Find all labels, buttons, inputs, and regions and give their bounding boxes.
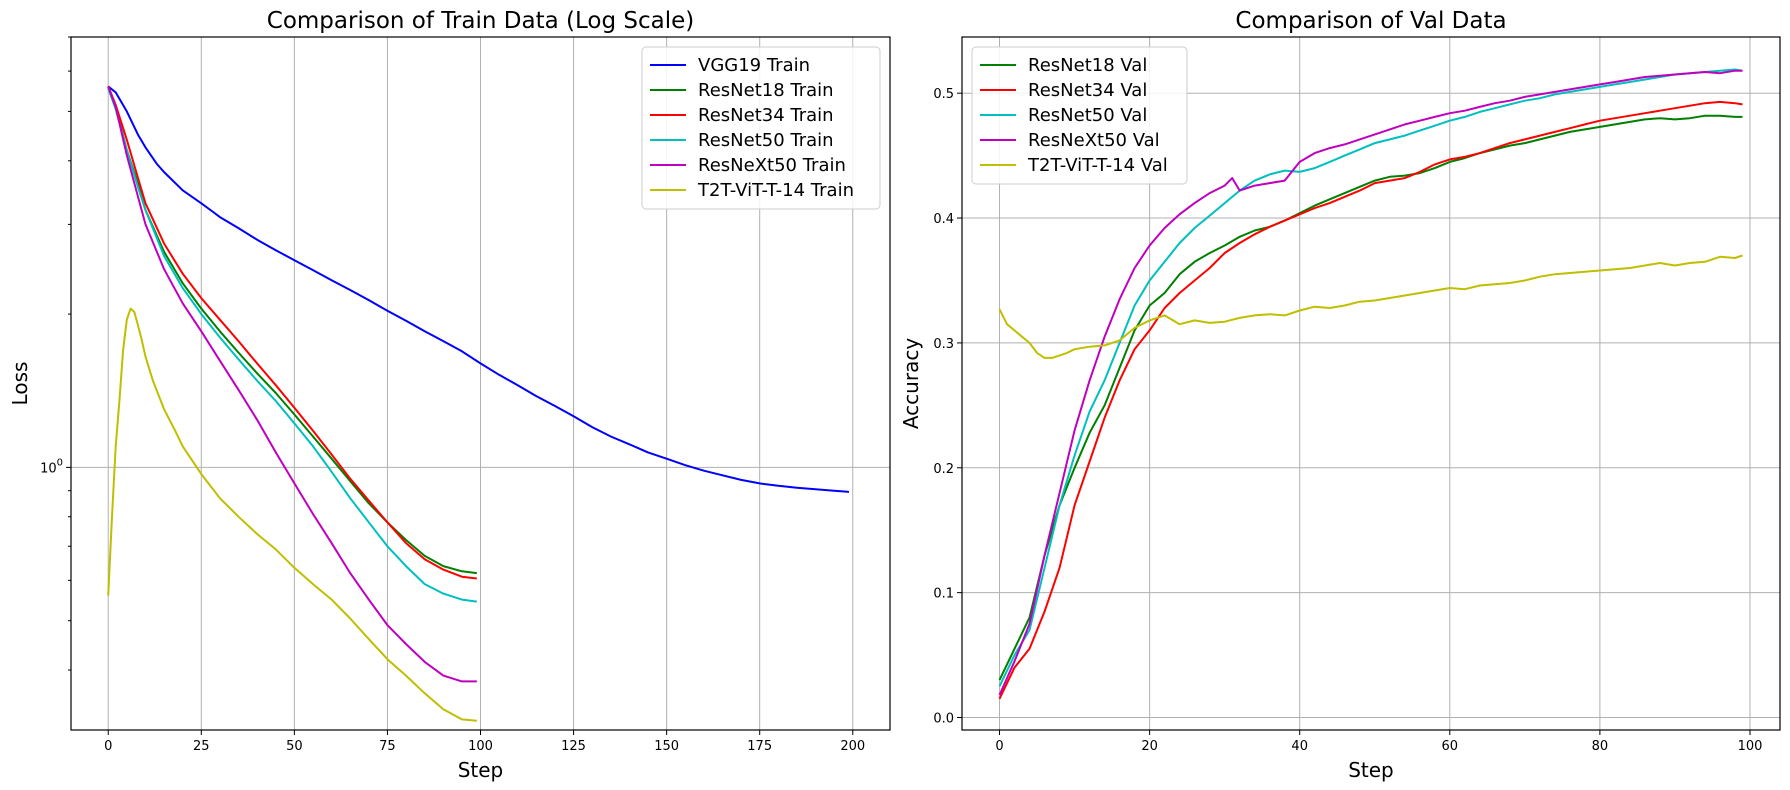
- legend-label: ResNet18 Train: [698, 80, 834, 101]
- x-tick-label: 40: [1291, 739, 1308, 754]
- series-lines: [107, 85, 850, 722]
- x-tick-label: 75: [379, 739, 396, 754]
- legend-label: ResNeXt50 Val: [1028, 130, 1160, 151]
- series-line-resnext50-train: [107, 86, 477, 683]
- ticks: 0 25 50 75 100 125 150 175 200 100: [40, 36, 865, 754]
- legend: ResNet18 Val ResNet34 Val ResNet50 Val ResN…: [971, 46, 1188, 185]
- legend-label: VGG19 Train: [698, 55, 810, 76]
- y-tick-label: 0.2: [933, 462, 954, 477]
- chart-title: Comparison of Train Data (Log Scale): [267, 8, 694, 34]
- y-axis-title: Loss: [8, 362, 32, 406]
- x-tick-label: 60: [1442, 739, 1459, 754]
- x-tick-label: 20: [1141, 739, 1158, 754]
- x-tick-label: 100: [1738, 739, 1763, 754]
- series-line-resnet34-train: [107, 86, 477, 580]
- series-line-resnet18-val: [998, 114, 1743, 681]
- x-tick-label: 80: [1592, 739, 1609, 754]
- y-axis-title: Accuracy: [899, 338, 923, 429]
- train-loss-panel: Comparison of Train Data (Log Scale) 0 25…: [8, 8, 891, 782]
- legend: VGG19 Train ResNet18 Train ResNet34 Train R…: [641, 46, 881, 210]
- val-accuracy-panel: Comparison of Val Data 0 20 40 60 80 100 0.0 0.…: [899, 8, 1781, 782]
- x-tick-label: 0: [104, 739, 112, 754]
- chart-title: Comparison of Val Data: [1235, 8, 1506, 34]
- y-tick-label: 0.3: [933, 337, 954, 352]
- y-tick-label: 0.1: [933, 587, 954, 602]
- x-tick-label: 50: [286, 739, 303, 754]
- series-line-resnet50-val: [998, 68, 1743, 687]
- y-tick-label: 0.4: [933, 212, 954, 227]
- plot-frame: [961, 36, 1781, 731]
- y-tick-label: 0.5: [933, 87, 954, 102]
- series-lines: [998, 68, 1743, 700]
- series-line-t2t-vit-t-14-val: [998, 254, 1743, 359]
- series-line-resnet50-train: [107, 87, 477, 603]
- legend-label: ResNet34 Val: [1028, 80, 1147, 101]
- x-axis-title: Step: [1348, 758, 1394, 782]
- x-tick-label: 200: [840, 739, 865, 754]
- x-tick-label: 100: [468, 739, 493, 754]
- y-tick-label: 0.0: [933, 712, 954, 727]
- legend-frame: [971, 46, 1188, 185]
- legend-label: T2T-ViT-T-14 Train: [697, 180, 854, 201]
- x-tick-label: 125: [561, 739, 586, 754]
- x-tick-label: 0: [995, 739, 1003, 754]
- legend-label: ResNeXt50 Train: [698, 155, 846, 176]
- x-tick-label: 150: [654, 739, 679, 754]
- series-line-resnext50-val: [998, 69, 1743, 696]
- ticks: 0 20 40 60 80 100 0.0 0.1 0.2 0.3 0.4 0.5: [933, 87, 1762, 754]
- x-tick-label: 25: [193, 739, 210, 754]
- legend-label: ResNet50 Train: [698, 130, 834, 151]
- series-line-vgg19-train: [107, 85, 850, 493]
- series-line-t2t-vit-t-14-train: [107, 307, 477, 722]
- legend-label: ResNet18 Val: [1028, 55, 1147, 76]
- x-tick-label: 175: [747, 739, 772, 754]
- series-line-resnet34-val: [998, 100, 1743, 700]
- y-tick-label: 100: [40, 457, 63, 476]
- legend-frame: [641, 46, 881, 210]
- legend-label: ResNet50 Val: [1028, 105, 1147, 126]
- legend-label: T2T-ViT-T-14 Val: [1027, 155, 1168, 176]
- x-axis-title: Step: [458, 758, 504, 782]
- legend-label: ResNet34 Train: [698, 105, 834, 126]
